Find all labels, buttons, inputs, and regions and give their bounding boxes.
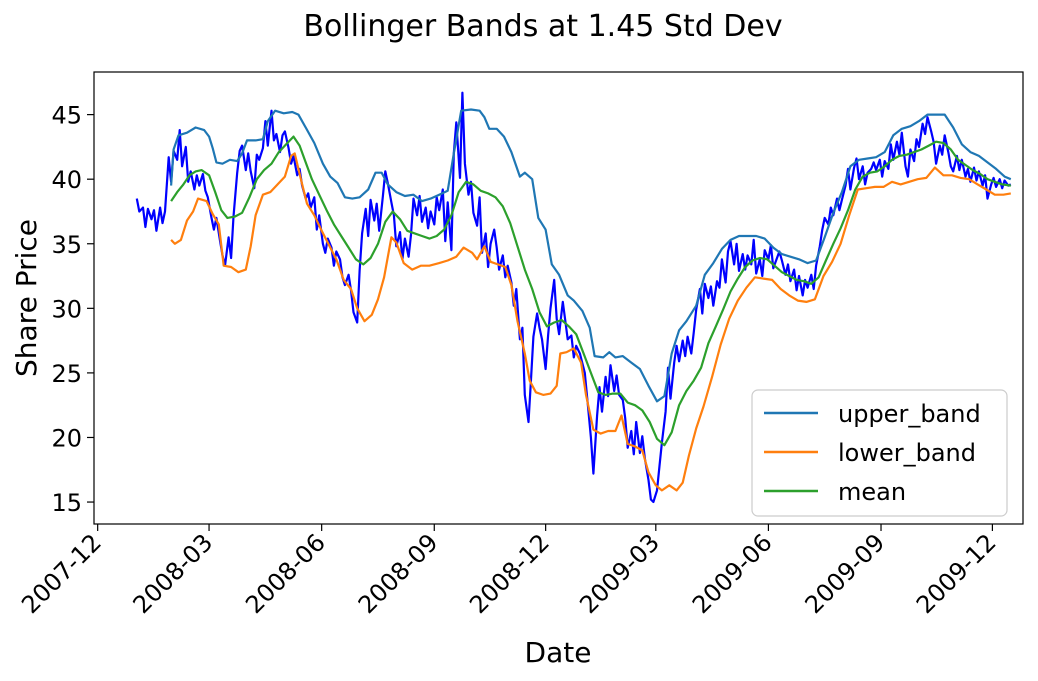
y-tick-label-30: 30 [51,295,82,323]
y-tick-label-25: 25 [51,360,82,388]
y-tick-label-45: 45 [51,102,82,130]
legend-box [751,389,1008,517]
y-tick-label-15: 15 [51,489,82,517]
legend-label-upper_band: upper_band [838,400,981,428]
series-line-series-1 [135,91,1012,504]
plot-area [135,91,1012,504]
y-tick-label-35: 35 [51,231,82,259]
chart-title: Bollinger Bands at 1.45 Std Dev [303,9,782,44]
series-line-lower_band [170,152,1011,492]
y-tick-label-20: 20 [51,424,82,452]
legend-label-lower_band: lower_band [838,439,976,467]
x-axis-label: Date [525,636,592,669]
series-line-upper_band [170,108,1012,403]
legend-label-mean: mean [838,478,906,506]
series-line-mean [170,135,1011,447]
y-tick-label-40: 40 [51,166,82,194]
axes-frame [93,71,1024,525]
y-axis-label: Share Price [10,219,43,377]
